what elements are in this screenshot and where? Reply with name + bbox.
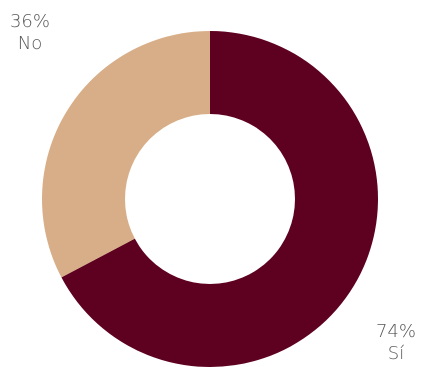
- slice-label-si: 74% Sí: [373, 321, 419, 365]
- slice-name-no: No: [17, 33, 43, 54]
- donut-hole: [125, 114, 295, 284]
- slice-value-si: 74%: [375, 321, 416, 342]
- slice-label-no: 36% No: [8, 11, 52, 55]
- slice-name-si: Sí: [387, 343, 405, 364]
- slice-value-no: 36%: [9, 11, 50, 32]
